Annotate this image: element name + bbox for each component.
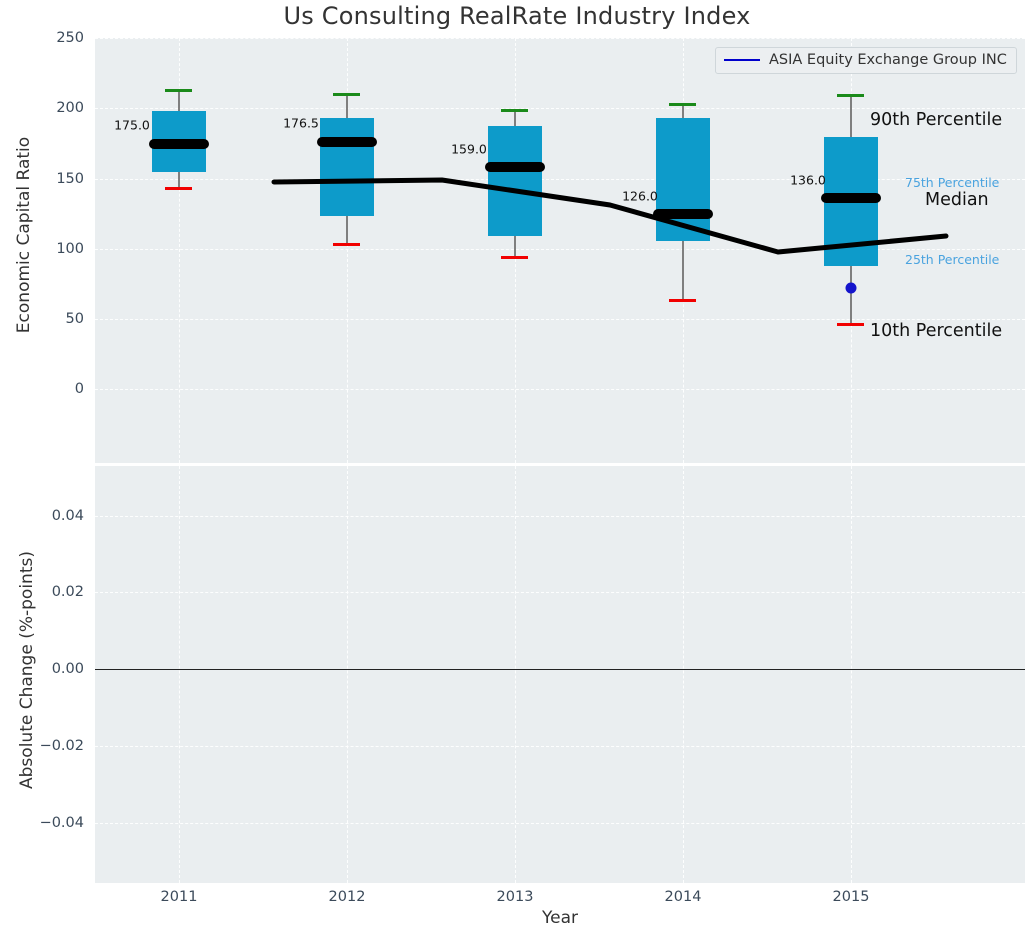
gridline-y-100 (95, 249, 1025, 250)
ytick2-label-0.00: 0.00 (51, 661, 84, 677)
ytick-label-150: 150 (56, 171, 84, 187)
p90-cap-2011 (165, 89, 192, 92)
median-annotation: Median (925, 190, 989, 210)
median-label-2013: 159.0 (451, 141, 487, 157)
gridline-y-250 (95, 38, 1025, 39)
y-axis-label-bottom: Absolute Change (%-points) (17, 551, 37, 789)
xtick-label-2014: 2014 (664, 889, 702, 905)
y-axis-label-top: Economic Capital Ratio (14, 136, 34, 334)
p25-annotation: 25th Percentile (905, 252, 1000, 267)
ytick-label-0: 0 (74, 381, 84, 397)
gridline-x-2011 (179, 38, 180, 463)
median-bar-2012 (317, 137, 377, 147)
gridline-x2-2011 (179, 466, 180, 883)
p10-cap-2015 (837, 323, 864, 326)
gridline-y2--0.04 (95, 823, 1025, 824)
p75-annotation: 75th Percentile (905, 175, 1000, 190)
gridline-y2--0.02 (95, 746, 1025, 747)
xtick-label-2015: 2015 (832, 889, 870, 905)
p10-annotation: 10th Percentile (870, 321, 1003, 341)
gridline-y-50 (95, 319, 1025, 320)
p90-cap-2014 (669, 103, 696, 106)
plot-panel-top: 175.0 176.5 159.0 126.0 136.0 90th Perce… (95, 38, 1025, 463)
box-2012 (320, 118, 374, 216)
p10-cap-2013 (501, 256, 528, 259)
gridline-x2-2013 (515, 466, 516, 883)
ytick2-label-0.04: 0.04 (51, 508, 84, 524)
median-label-2015: 136.0 (790, 172, 826, 188)
legend-line-icon (724, 59, 760, 61)
median-bar-2014 (653, 209, 713, 219)
asia-equity-marker-2015[interactable] (845, 282, 857, 294)
ytick-label-100: 100 (56, 241, 84, 257)
p10-cap-2011 (165, 187, 192, 190)
gridline-y-200 (95, 108, 1025, 109)
median-label-2014: 126.0 (622, 188, 658, 204)
xtick-label-2011: 2011 (160, 889, 198, 905)
p90-cap-2012 (333, 93, 360, 96)
median-bar-2013 (485, 162, 545, 172)
p90-cap-2013 (501, 109, 528, 112)
median-label-2011: 175.0 (114, 117, 150, 133)
box-2013 (488, 126, 542, 236)
gridline-y-0 (95, 389, 1025, 390)
ytick2-label--0.02: −0.02 (39, 738, 84, 754)
gridline-x2-2014 (683, 466, 684, 883)
legend-entry-label: ASIA Equity Exchange Group INC (769, 52, 1007, 68)
ytick2-label-0.02: 0.02 (51, 584, 84, 600)
ytick2-label--0.04: −0.04 (39, 815, 84, 831)
chart-title: Us Consulting RealRate Industry Index (283, 2, 751, 30)
median-bar-2015 (821, 193, 881, 203)
ytick-label-200: 200 (56, 100, 84, 116)
chart-legend[interactable]: ASIA Equity Exchange Group INC (715, 47, 1017, 74)
xtick-label-2012: 2012 (328, 889, 366, 905)
p10-cap-2014 (669, 299, 696, 302)
median-label-2012: 176.5 (283, 115, 319, 131)
p90-annotation: 90th Percentile (870, 110, 1003, 130)
plot-panel-bottom (95, 466, 1025, 883)
gridline-x2-2012 (347, 466, 348, 883)
gridline-y2-0.02 (95, 592, 1025, 593)
p10-cap-2012 (333, 243, 360, 246)
p90-cap-2015 (837, 94, 864, 97)
gridline-x2-2015 (851, 466, 852, 883)
x-axis-label: Year (542, 908, 578, 928)
box-2014 (656, 118, 710, 241)
zero-reference-line (95, 669, 1025, 670)
gridline-y-150 (95, 179, 1025, 180)
xtick-label-2013: 2013 (496, 889, 534, 905)
ytick-label-250: 250 (56, 30, 84, 46)
ytick-label-50: 50 (65, 311, 84, 327)
gridline-y2-0.04 (95, 516, 1025, 517)
median-bar-2011 (149, 139, 209, 149)
